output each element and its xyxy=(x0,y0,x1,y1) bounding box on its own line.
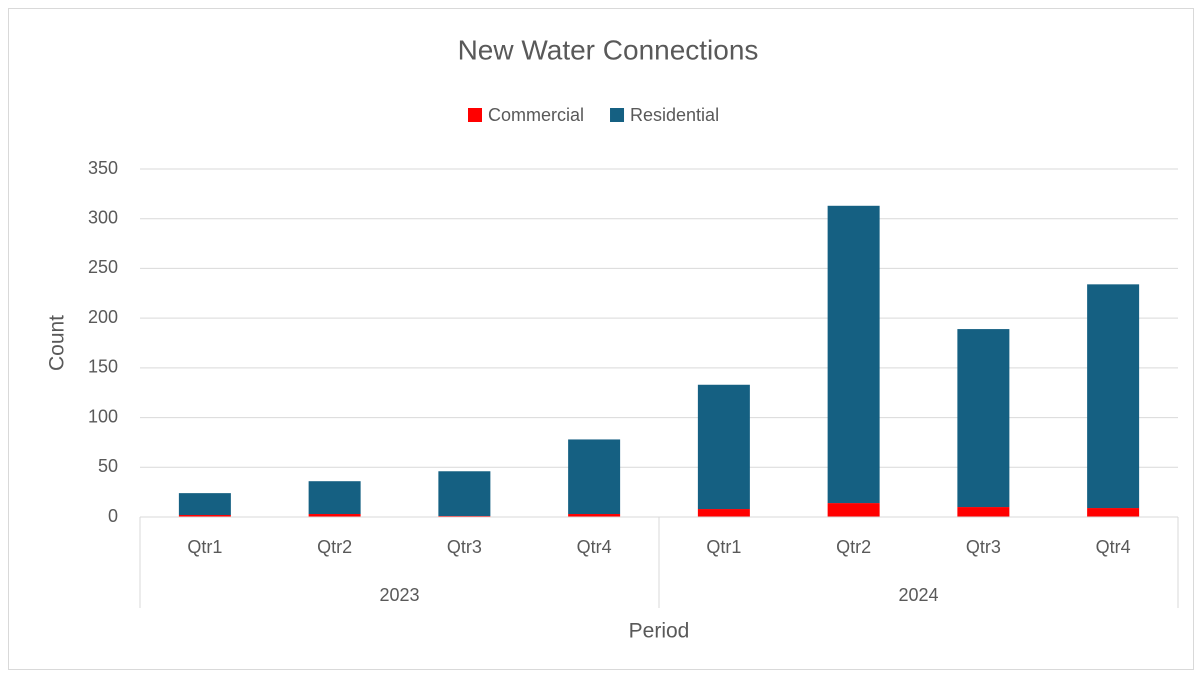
bar-segment xyxy=(568,514,621,517)
y-tick-label: 200 xyxy=(88,307,118,327)
x-tick-label: Qtr4 xyxy=(1096,537,1131,557)
y-tick-label: 100 xyxy=(88,406,118,426)
bar-segment xyxy=(827,503,880,517)
legend-label: Residential xyxy=(630,105,719,125)
bar-segment xyxy=(178,493,231,516)
group-label: 2023 xyxy=(379,585,419,605)
bar-segment xyxy=(827,205,880,504)
bar-segment xyxy=(568,439,621,515)
bar-segment xyxy=(697,384,750,510)
bar-segment xyxy=(1087,508,1140,517)
y-tick-label: 250 xyxy=(88,257,118,277)
y-tick-label: 50 xyxy=(98,456,118,476)
bar-segment xyxy=(308,481,361,515)
x-tick-label: Qtr4 xyxy=(577,537,612,557)
x-tick-label: Qtr1 xyxy=(187,537,222,557)
x-tick-label: Qtr2 xyxy=(317,537,352,557)
bar-segment xyxy=(308,514,361,517)
y-tick-label: 0 xyxy=(108,506,118,526)
bar-segment xyxy=(1087,284,1140,509)
legend-swatch xyxy=(610,108,625,122)
x-tick-label: Qtr2 xyxy=(836,537,871,557)
legend-label: Commercial xyxy=(488,105,584,125)
x-tick-label: Qtr1 xyxy=(706,537,741,557)
y-tick-label: 300 xyxy=(88,207,118,227)
bar-segment xyxy=(957,507,1010,517)
chart-border xyxy=(8,8,1194,670)
legend-swatch xyxy=(468,108,482,122)
bar-segment xyxy=(957,329,1010,508)
chart-title: New Water Connections xyxy=(458,34,759,65)
y-tick-label: 350 xyxy=(88,158,118,178)
y-axis-label: Count xyxy=(46,315,69,371)
x-tick-label: Qtr3 xyxy=(447,537,482,557)
bar-segment xyxy=(697,509,750,517)
x-axis-label: Period xyxy=(629,620,690,643)
bar-segment xyxy=(438,471,491,517)
group-label: 2024 xyxy=(898,585,938,605)
bar-segment xyxy=(178,515,231,517)
y-tick-label: 150 xyxy=(88,357,118,377)
x-tick-label: Qtr3 xyxy=(966,537,1001,557)
